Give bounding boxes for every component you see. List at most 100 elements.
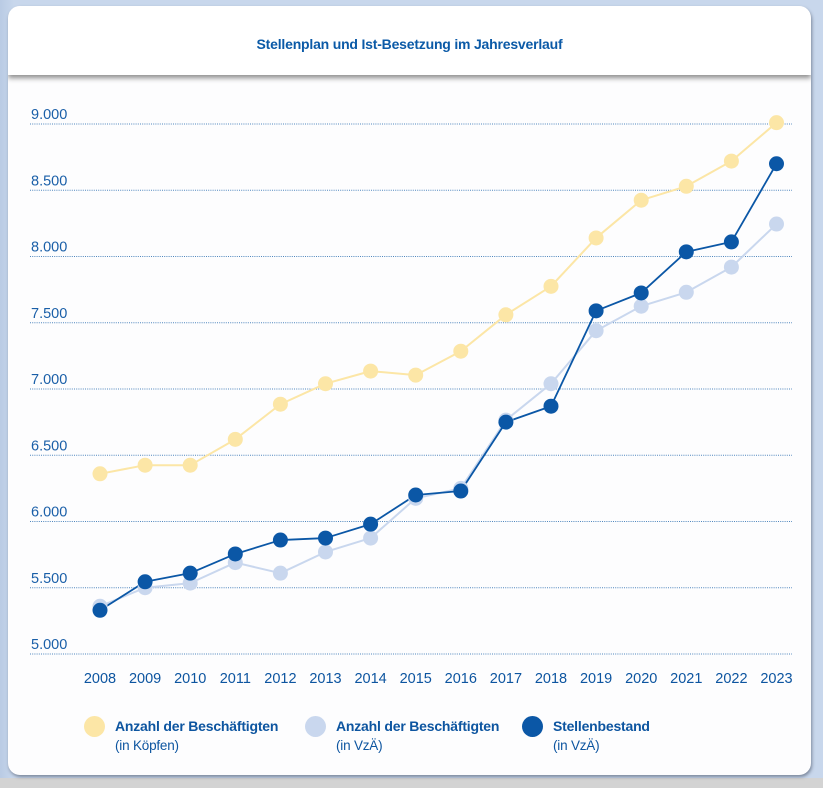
data-point bbox=[318, 530, 333, 546]
data-point bbox=[137, 574, 153, 590]
x-tick-label: 2015 bbox=[400, 671, 432, 687]
x-tick-label: 2013 bbox=[309, 671, 341, 687]
data-point bbox=[137, 457, 153, 473]
line-segment bbox=[640, 250, 688, 294]
gridlines bbox=[30, 123, 792, 655]
data-point bbox=[588, 323, 604, 339]
line-segment bbox=[369, 370, 417, 377]
series-stellenbestand-line-group bbox=[99, 162, 778, 612]
y-axis-ticks: 5.000 5.500 6.000 6.500 7.000 7.500 8.000 8.500… bbox=[31, 107, 67, 653]
data-point bbox=[453, 483, 469, 499]
line-segment bbox=[324, 370, 372, 385]
series-vzae-line-group bbox=[99, 223, 778, 608]
line-segment bbox=[369, 497, 417, 540]
line-segment bbox=[324, 537, 372, 553]
y-tick-label: 6.500 bbox=[31, 438, 67, 454]
line-segment bbox=[234, 539, 282, 555]
legend-sublabel: (in Köpfen) bbox=[115, 738, 179, 753]
data-point bbox=[92, 602, 108, 618]
series-koepfe-points bbox=[92, 115, 784, 482]
x-tick-label: 2009 bbox=[129, 671, 161, 687]
data-point bbox=[723, 153, 739, 169]
legend-label: Anzahl der Beschäftigten bbox=[336, 718, 500, 734]
series-koepfe-line-group bbox=[99, 121, 778, 475]
line-segment bbox=[640, 291, 688, 308]
x-tick-label: 2021 bbox=[670, 671, 702, 687]
data-point bbox=[633, 192, 649, 208]
line-segment bbox=[279, 550, 327, 575]
line-segment bbox=[685, 241, 733, 253]
line-segment bbox=[144, 582, 192, 589]
data-point bbox=[363, 530, 379, 546]
data-point bbox=[588, 303, 604, 319]
data-point bbox=[318, 376, 333, 392]
data-point bbox=[633, 298, 649, 314]
data-point bbox=[543, 398, 559, 414]
line-segment bbox=[595, 292, 643, 312]
data-point bbox=[182, 457, 198, 473]
line-segment bbox=[99, 464, 147, 475]
legend-dot-icon bbox=[522, 716, 543, 737]
chart-title: Stellenplan und Ist-Besetzung im Jahresv… bbox=[256, 36, 563, 52]
data-point bbox=[408, 367, 424, 383]
data-point bbox=[498, 307, 514, 323]
data-point bbox=[769, 216, 784, 232]
line-segment bbox=[324, 523, 372, 539]
x-tick-label: 2019 bbox=[580, 671, 612, 687]
x-tick-label: 2023 bbox=[760, 671, 792, 687]
line-segment bbox=[279, 382, 327, 406]
line-segment bbox=[189, 561, 237, 585]
data-point bbox=[227, 546, 243, 562]
y-tick-label: 8.000 bbox=[31, 240, 67, 256]
data-point bbox=[453, 343, 469, 359]
x-tick-label: 2008 bbox=[84, 671, 116, 687]
y-tick-label: 9.000 bbox=[31, 107, 67, 123]
y-tick-label: 7.500 bbox=[31, 306, 67, 322]
legend-label: Stellenbestand bbox=[553, 718, 650, 734]
x-tick-label: 2020 bbox=[625, 671, 657, 687]
data-point bbox=[723, 259, 739, 275]
data-point bbox=[408, 487, 424, 503]
x-tick-label: 2017 bbox=[490, 671, 522, 687]
data-point bbox=[678, 284, 694, 300]
legend-dot-icon bbox=[305, 716, 326, 737]
x-tick-label: 2010 bbox=[174, 671, 206, 687]
chart-plot: 5.000 5.500 6.000 6.500 7.000 7.500 8.000 8.500… bbox=[30, 107, 793, 687]
line-segment bbox=[685, 160, 733, 188]
line-segment bbox=[459, 313, 507, 353]
x-tick-label: 2018 bbox=[535, 671, 567, 687]
legend-sublabel: (in VzÄ) bbox=[336, 738, 383, 753]
line-segment bbox=[730, 223, 778, 269]
data-point bbox=[363, 516, 379, 532]
y-tick-label: 5.500 bbox=[31, 571, 67, 587]
chart-card: Stellenplan und Ist-Besetzung im Jahresv… bbox=[8, 6, 811, 775]
line-segment bbox=[414, 350, 462, 377]
series-lines bbox=[99, 121, 778, 612]
line-segment bbox=[279, 537, 327, 541]
data-point bbox=[272, 565, 288, 581]
series-points bbox=[92, 115, 784, 618]
x-tick-label: 2011 bbox=[220, 671, 251, 687]
data-point bbox=[723, 234, 739, 250]
line-segment bbox=[595, 199, 643, 239]
line-segment bbox=[369, 494, 417, 526]
data-point bbox=[272, 532, 288, 548]
data-point bbox=[769, 115, 784, 131]
y-tick-label: 8.500 bbox=[31, 173, 67, 189]
x-tick-label: 2014 bbox=[354, 671, 386, 687]
series-vzae-points bbox=[92, 216, 784, 614]
line-segment bbox=[189, 438, 237, 467]
line-segment bbox=[730, 162, 778, 243]
data-point bbox=[92, 466, 108, 482]
data-point bbox=[678, 244, 694, 260]
x-tick-label: 2012 bbox=[264, 671, 296, 687]
data-point bbox=[227, 431, 243, 447]
line-segment bbox=[99, 580, 147, 612]
y-tick-label: 7.000 bbox=[31, 372, 67, 388]
x-tick-label: 2022 bbox=[715, 671, 747, 687]
line-segment bbox=[504, 285, 552, 316]
series-stellenbestand-points bbox=[92, 156, 784, 618]
data-point bbox=[588, 230, 604, 246]
data-point bbox=[543, 278, 559, 294]
data-point bbox=[363, 363, 379, 379]
